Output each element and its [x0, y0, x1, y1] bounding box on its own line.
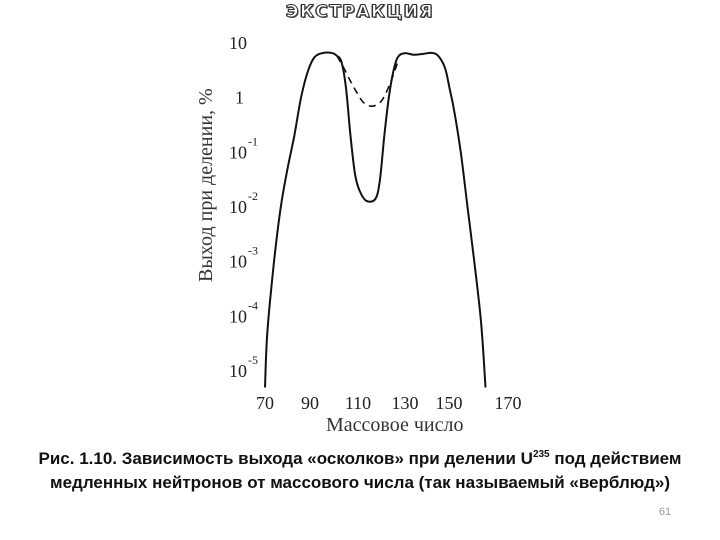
slide-title: ЭКСТРАКЦИЯ [285, 2, 435, 23]
y-tick-exponent: -5 [248, 353, 258, 367]
y-tick-label: 10 [229, 252, 247, 272]
x-tick-label: 170 [495, 393, 522, 413]
page-number: 61 [658, 506, 672, 518]
y-axis-label: Выход при делении, % [195, 88, 217, 282]
y-tick-exponent: -4 [248, 298, 258, 312]
y-tick-label: 10 [229, 306, 247, 326]
x-tick-label: 70 [256, 393, 274, 413]
y-tick-label: 10 [229, 33, 247, 53]
solid-yield-curve [264, 51, 487, 388]
y-tick-exponent: -2 [248, 189, 258, 203]
y-tick-exponent: -3 [248, 244, 258, 258]
caption-part2: под действием медленных нейтронов от мас… [50, 449, 682, 492]
y-tick-label: 10 [229, 361, 247, 381]
x-axis-ticks: 70 90 110 130 150 170 [256, 393, 522, 413]
y-tick-exponent: -1 [248, 134, 258, 148]
y-tick-label: 10 [229, 197, 247, 217]
x-tick-label: 90 [301, 393, 319, 413]
x-tick-label: 110 [345, 393, 371, 413]
caption-part1: Рис. 1.10. Зависимость выхода «осколков»… [38, 449, 533, 468]
x-tick-label: 150 [436, 393, 463, 413]
x-tick-label: 130 [392, 393, 419, 413]
dashed-yield-curve [336, 55, 399, 107]
figure-caption: Рис. 1.10. Зависимость выхода «осколков»… [20, 447, 700, 495]
y-tick-label: 1 [235, 88, 244, 108]
x-axis-label: Массовое число [326, 414, 463, 436]
y-tick-label: 10 [229, 142, 247, 162]
plot-area [264, 51, 487, 388]
caption-superscript: 235 [532, 449, 550, 460]
